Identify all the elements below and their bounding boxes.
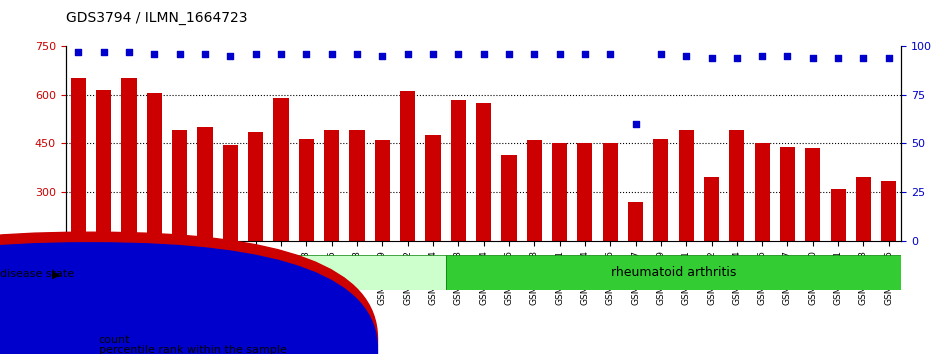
Point xyxy=(96,49,111,55)
Point xyxy=(375,53,390,58)
Point xyxy=(679,53,694,58)
Bar xyxy=(451,99,466,290)
Bar xyxy=(501,155,516,290)
Bar xyxy=(881,181,897,290)
Bar xyxy=(780,147,795,290)
Bar xyxy=(603,143,618,290)
Point xyxy=(882,55,897,61)
Point xyxy=(146,51,162,57)
Point xyxy=(577,51,593,57)
Point xyxy=(121,49,136,55)
Bar xyxy=(400,91,415,290)
Point xyxy=(628,121,643,127)
Text: control: control xyxy=(234,266,277,279)
Bar xyxy=(299,138,314,290)
Bar xyxy=(172,130,187,290)
Bar xyxy=(654,138,669,290)
Point xyxy=(806,55,821,61)
Bar xyxy=(806,148,821,290)
Point xyxy=(527,51,542,57)
Point xyxy=(273,51,288,57)
Bar xyxy=(830,189,846,290)
Bar xyxy=(577,143,593,290)
Bar xyxy=(628,202,643,290)
Bar xyxy=(704,177,719,290)
Bar xyxy=(96,90,112,290)
Bar xyxy=(70,79,86,290)
Point xyxy=(501,51,516,57)
Text: count: count xyxy=(99,335,131,345)
Bar xyxy=(146,93,162,290)
Bar xyxy=(730,130,745,290)
Text: ▶: ▶ xyxy=(52,269,60,279)
Point xyxy=(476,51,491,57)
Point xyxy=(248,51,263,57)
Point xyxy=(755,53,770,58)
Point xyxy=(349,51,364,57)
Point xyxy=(552,51,567,57)
Point xyxy=(704,55,719,61)
Point xyxy=(856,55,871,61)
Bar xyxy=(375,140,390,290)
Bar xyxy=(248,132,263,290)
Point xyxy=(780,53,795,58)
Bar xyxy=(425,135,440,290)
Point xyxy=(324,51,339,57)
Bar xyxy=(197,127,212,290)
Point xyxy=(654,51,669,57)
Bar xyxy=(552,143,567,290)
Bar xyxy=(755,143,770,290)
Bar xyxy=(273,98,288,290)
Point xyxy=(70,49,85,55)
Point xyxy=(400,51,415,57)
Bar xyxy=(855,177,871,290)
Point xyxy=(831,55,846,61)
Point xyxy=(223,53,238,58)
Text: percentile rank within the sample: percentile rank within the sample xyxy=(99,346,286,354)
Text: GDS3794 / ILMN_1664723: GDS3794 / ILMN_1664723 xyxy=(66,11,247,25)
Point xyxy=(730,55,745,61)
Bar xyxy=(527,140,542,290)
Bar xyxy=(679,130,694,290)
Point xyxy=(299,51,314,57)
Bar xyxy=(476,103,491,290)
Bar xyxy=(121,79,137,290)
FancyBboxPatch shape xyxy=(66,255,446,290)
Point xyxy=(425,51,440,57)
Point xyxy=(172,51,187,57)
Bar xyxy=(324,130,339,290)
Point xyxy=(197,51,212,57)
Point xyxy=(451,51,466,57)
Bar xyxy=(223,145,238,290)
FancyBboxPatch shape xyxy=(446,255,901,290)
Text: disease state: disease state xyxy=(0,269,74,279)
Bar xyxy=(349,130,364,290)
Text: rheumatoid arthritis: rheumatoid arthritis xyxy=(611,266,736,279)
Point xyxy=(603,51,618,57)
